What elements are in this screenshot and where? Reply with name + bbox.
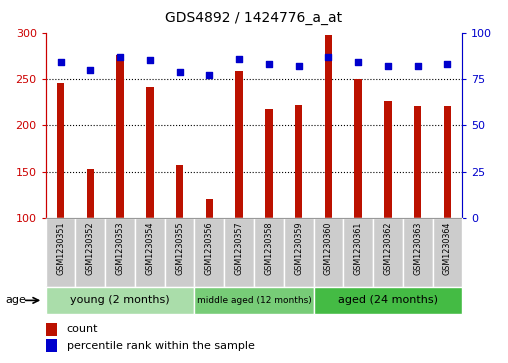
Point: [443, 61, 452, 67]
Text: count: count: [67, 325, 98, 334]
Bar: [46, 339, 57, 352]
Point: [324, 54, 332, 60]
Bar: [313, 218, 343, 287]
Text: GSM1230357: GSM1230357: [235, 221, 244, 275]
Bar: [284, 218, 313, 287]
Bar: [165, 218, 195, 287]
Bar: [295, 105, 302, 218]
Bar: [355, 79, 362, 218]
Bar: [176, 165, 183, 218]
Text: GSM1230359: GSM1230359: [294, 221, 303, 275]
Text: GSM1230355: GSM1230355: [175, 221, 184, 275]
Bar: [325, 34, 332, 218]
Point: [146, 57, 154, 63]
Point: [354, 60, 362, 65]
Bar: [235, 71, 243, 218]
Bar: [146, 87, 153, 218]
Bar: [46, 323, 57, 336]
Point: [116, 54, 124, 60]
Text: GSM1230356: GSM1230356: [205, 221, 214, 275]
Point: [235, 56, 243, 61]
Bar: [254, 218, 284, 287]
Bar: [76, 218, 105, 287]
Text: aged (24 months): aged (24 months): [338, 295, 438, 305]
Text: GSM1230351: GSM1230351: [56, 221, 65, 275]
Text: GSM1230353: GSM1230353: [116, 221, 124, 275]
Bar: [46, 287, 195, 314]
Text: GSM1230352: GSM1230352: [86, 221, 95, 275]
Text: middle aged (12 months): middle aged (12 months): [197, 296, 311, 305]
Bar: [116, 55, 124, 218]
Bar: [224, 218, 254, 287]
Point: [205, 72, 213, 78]
Point: [384, 63, 392, 69]
Bar: [373, 218, 403, 287]
Bar: [403, 218, 432, 287]
Text: age: age: [5, 295, 26, 305]
Text: GSM1230360: GSM1230360: [324, 221, 333, 275]
Text: GSM1230362: GSM1230362: [384, 221, 392, 275]
Text: GSM1230364: GSM1230364: [443, 221, 452, 275]
Bar: [384, 101, 392, 218]
Bar: [46, 218, 76, 287]
Bar: [195, 218, 224, 287]
Text: GDS4892 / 1424776_a_at: GDS4892 / 1424776_a_at: [166, 11, 342, 25]
Point: [86, 67, 94, 73]
Bar: [343, 218, 373, 287]
Bar: [195, 287, 313, 314]
Bar: [87, 169, 94, 218]
Bar: [414, 106, 421, 218]
Point: [176, 69, 184, 74]
Bar: [432, 218, 462, 287]
Bar: [206, 199, 213, 218]
Bar: [313, 287, 462, 314]
Text: percentile rank within the sample: percentile rank within the sample: [67, 341, 255, 351]
Bar: [443, 106, 451, 218]
Text: GSM1230361: GSM1230361: [354, 221, 363, 275]
Point: [265, 61, 273, 67]
Text: young (2 months): young (2 months): [70, 295, 170, 305]
Bar: [135, 218, 165, 287]
Text: GSM1230354: GSM1230354: [145, 221, 154, 275]
Bar: [57, 83, 65, 218]
Bar: [265, 110, 273, 218]
Bar: [105, 218, 135, 287]
Point: [414, 63, 422, 69]
Point: [295, 63, 303, 69]
Text: GSM1230358: GSM1230358: [264, 221, 273, 275]
Text: GSM1230363: GSM1230363: [413, 221, 422, 275]
Point: [56, 60, 65, 65]
